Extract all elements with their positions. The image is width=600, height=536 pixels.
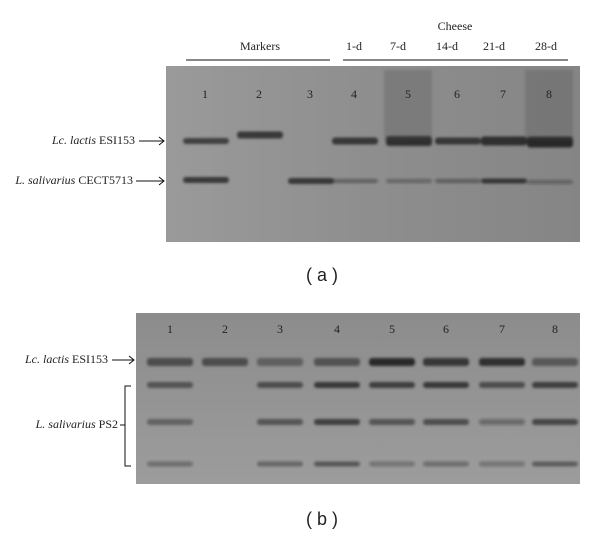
lane-number: 3 xyxy=(277,322,283,336)
lane-number: 4 xyxy=(334,322,340,336)
band xyxy=(479,461,525,467)
band xyxy=(423,382,469,388)
species: L. salivarius xyxy=(14,173,75,187)
band xyxy=(314,382,360,388)
lane-number: 2 xyxy=(222,322,228,336)
lane-number: 6 xyxy=(454,87,460,101)
species: Lc. lactis xyxy=(24,352,69,366)
band xyxy=(147,461,193,467)
band xyxy=(183,177,229,183)
lane-number: 7 xyxy=(499,322,505,336)
band xyxy=(481,136,527,146)
markers-label: Markers xyxy=(240,39,280,53)
band xyxy=(423,461,469,467)
arrows-a xyxy=(136,136,165,186)
band xyxy=(257,461,303,467)
bands-a xyxy=(183,70,573,184)
cheese-header: Cheese xyxy=(438,19,473,33)
species: Lc. lactis xyxy=(51,133,96,147)
day-label: 14-d xyxy=(436,39,458,53)
species: L. salivarius xyxy=(35,417,96,431)
band xyxy=(423,358,469,366)
day-label: 1-d xyxy=(346,39,362,53)
band xyxy=(147,419,193,425)
band xyxy=(532,382,578,388)
band xyxy=(527,180,573,184)
band xyxy=(237,131,283,139)
day-label: 28-d xyxy=(535,39,557,53)
band-label: Lc. lactis ESI153 xyxy=(51,133,135,147)
band xyxy=(532,419,578,425)
band xyxy=(369,358,415,366)
band xyxy=(147,358,193,366)
smear xyxy=(384,70,432,140)
lane-number: 1 xyxy=(167,322,173,336)
lane-number: 7 xyxy=(500,87,506,101)
lane-number: 5 xyxy=(389,322,395,336)
day-label: 21-d xyxy=(483,39,505,53)
caption-a: ( a ) xyxy=(306,265,338,285)
lane-number: 8 xyxy=(546,87,552,101)
band-label: Lc. lactis ESI153 xyxy=(24,352,108,366)
lane-number: 6 xyxy=(443,322,449,336)
band xyxy=(332,179,378,183)
band xyxy=(481,178,527,184)
lane-number: 4 xyxy=(351,87,357,101)
strain: ESI153 xyxy=(99,133,135,147)
strain: CECT5713 xyxy=(78,173,133,187)
strain: ESI153 xyxy=(72,352,108,366)
arrows-b xyxy=(112,355,135,467)
strain: PS2 xyxy=(99,417,118,431)
band xyxy=(369,419,415,425)
gel-b xyxy=(136,313,580,484)
band xyxy=(532,358,578,366)
lane-number: 5 xyxy=(405,87,411,101)
smear xyxy=(525,70,573,140)
band xyxy=(386,179,432,183)
lane-number: 2 xyxy=(256,87,262,101)
day-label: 7-d xyxy=(390,39,406,53)
band xyxy=(183,138,229,144)
band xyxy=(147,382,193,388)
band xyxy=(435,137,481,145)
band xyxy=(332,137,378,145)
band-label: L. salivarius PS2 xyxy=(35,417,118,431)
band xyxy=(257,358,303,366)
band xyxy=(257,382,303,388)
band xyxy=(369,382,415,388)
band xyxy=(314,419,360,425)
band xyxy=(423,419,469,425)
lane-number: 3 xyxy=(307,87,313,101)
band xyxy=(202,358,248,366)
band xyxy=(257,419,303,425)
band xyxy=(314,461,360,467)
bands-b xyxy=(147,358,578,467)
lane-number: 1 xyxy=(202,87,208,101)
band xyxy=(435,179,481,183)
band xyxy=(479,358,525,366)
band xyxy=(314,358,360,366)
band xyxy=(479,419,525,425)
gel-a xyxy=(166,66,580,242)
band xyxy=(369,461,415,467)
band-label: L. salivarius CECT5713 xyxy=(14,173,133,187)
band xyxy=(479,382,525,388)
band xyxy=(532,461,578,467)
caption-b: ( b ) xyxy=(306,509,338,529)
band xyxy=(288,178,334,184)
lane-number: 8 xyxy=(552,322,558,336)
